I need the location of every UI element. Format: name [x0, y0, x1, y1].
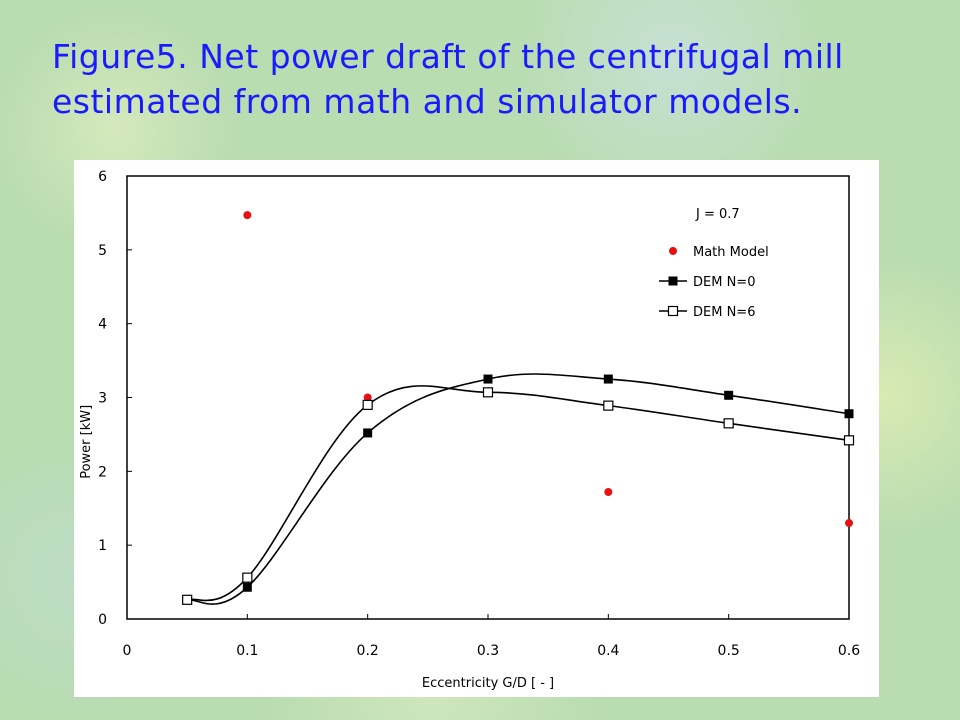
x-tick-label: 0.6 — [838, 643, 860, 659]
dem-n-0-point — [603, 374, 613, 384]
dem-n-0-point — [483, 374, 493, 384]
slide-title-line-1: Figure5. Net power draft of the centrifu… — [52, 37, 844, 76]
dem-n-0-point — [844, 409, 854, 419]
series-markers — [182, 211, 855, 605]
axis-ticks: 0 0.1 0.2 0.3 0.4 0.5 0.6 0 1 2 3 4 5 6 — [98, 169, 860, 659]
x-tick-label: 0.1 — [236, 643, 258, 659]
math-model-point — [604, 488, 613, 497]
y-tick-label: 5 — [98, 243, 107, 259]
dem-n-0-point — [242, 582, 252, 592]
legend-dem-n-6-marker — [667, 305, 679, 317]
legend: Math Model DEM N=0 DEM N=6 — [659, 245, 769, 320]
legend-dem-n-0-marker — [668, 276, 678, 286]
dem-n-6-point — [723, 418, 734, 429]
x-tick-label: 0.4 — [597, 643, 619, 659]
legend-math-model-label: Math Model — [693, 245, 769, 260]
slide-title-line-2: estimated from math and simulator models… — [52, 82, 803, 121]
y-tick-label: 3 — [98, 391, 107, 407]
math-model-point — [363, 393, 372, 402]
dem-n-6-point — [843, 435, 855, 446]
dem-n-0-line — [187, 373, 850, 605]
series-lines — [186, 373, 850, 605]
x-axis-label: Eccentricity G/D [ - ] — [422, 676, 554, 691]
y-tick-label: 4 — [98, 317, 107, 333]
dem-n-0-point — [724, 390, 734, 400]
dem-n-6-point — [603, 400, 614, 411]
dem-n-6-line — [186, 385, 850, 602]
dem-n-0-point — [363, 428, 373, 438]
chart-panel: 0 0.1 0.2 0.3 0.4 0.5 0.6 0 1 2 3 4 5 6 Math Model DEM… — [74, 160, 879, 697]
math-model-point — [845, 519, 853, 528]
dem-n-6-point — [242, 572, 253, 583]
legend-math-model-marker — [669, 247, 677, 255]
legend-dem-n-6-label: DEM N=6 — [693, 305, 755, 320]
y-tick-label: 1 — [98, 538, 107, 554]
power-chart: 0 0.1 0.2 0.3 0.4 0.5 0.6 0 1 2 3 4 5 6 Math Model DEM… — [79, 169, 860, 691]
x-tick-label: 0 — [123, 643, 132, 659]
y-axis-label: Power [kW] — [79, 405, 94, 479]
x-tick-label: 0.3 — [477, 643, 499, 659]
y-tick-label: 2 — [98, 464, 107, 480]
legend-dem-n-0-label: DEM N=0 — [693, 275, 755, 290]
x-tick-label: 0.5 — [718, 643, 740, 659]
dem-n-6-point — [362, 399, 373, 410]
dem-n-6-point — [182, 594, 193, 605]
math-model-point — [243, 211, 252, 220]
x-tick-label: 0.2 — [357, 643, 379, 659]
slide-title: Figure5. Net power draft of the centrifu… — [52, 34, 932, 124]
dem-n-6-point — [482, 387, 494, 398]
y-tick-label: 0 — [98, 612, 107, 628]
j-annotation: J = 0.7 — [695, 207, 740, 222]
y-tick-label: 6 — [98, 169, 107, 185]
